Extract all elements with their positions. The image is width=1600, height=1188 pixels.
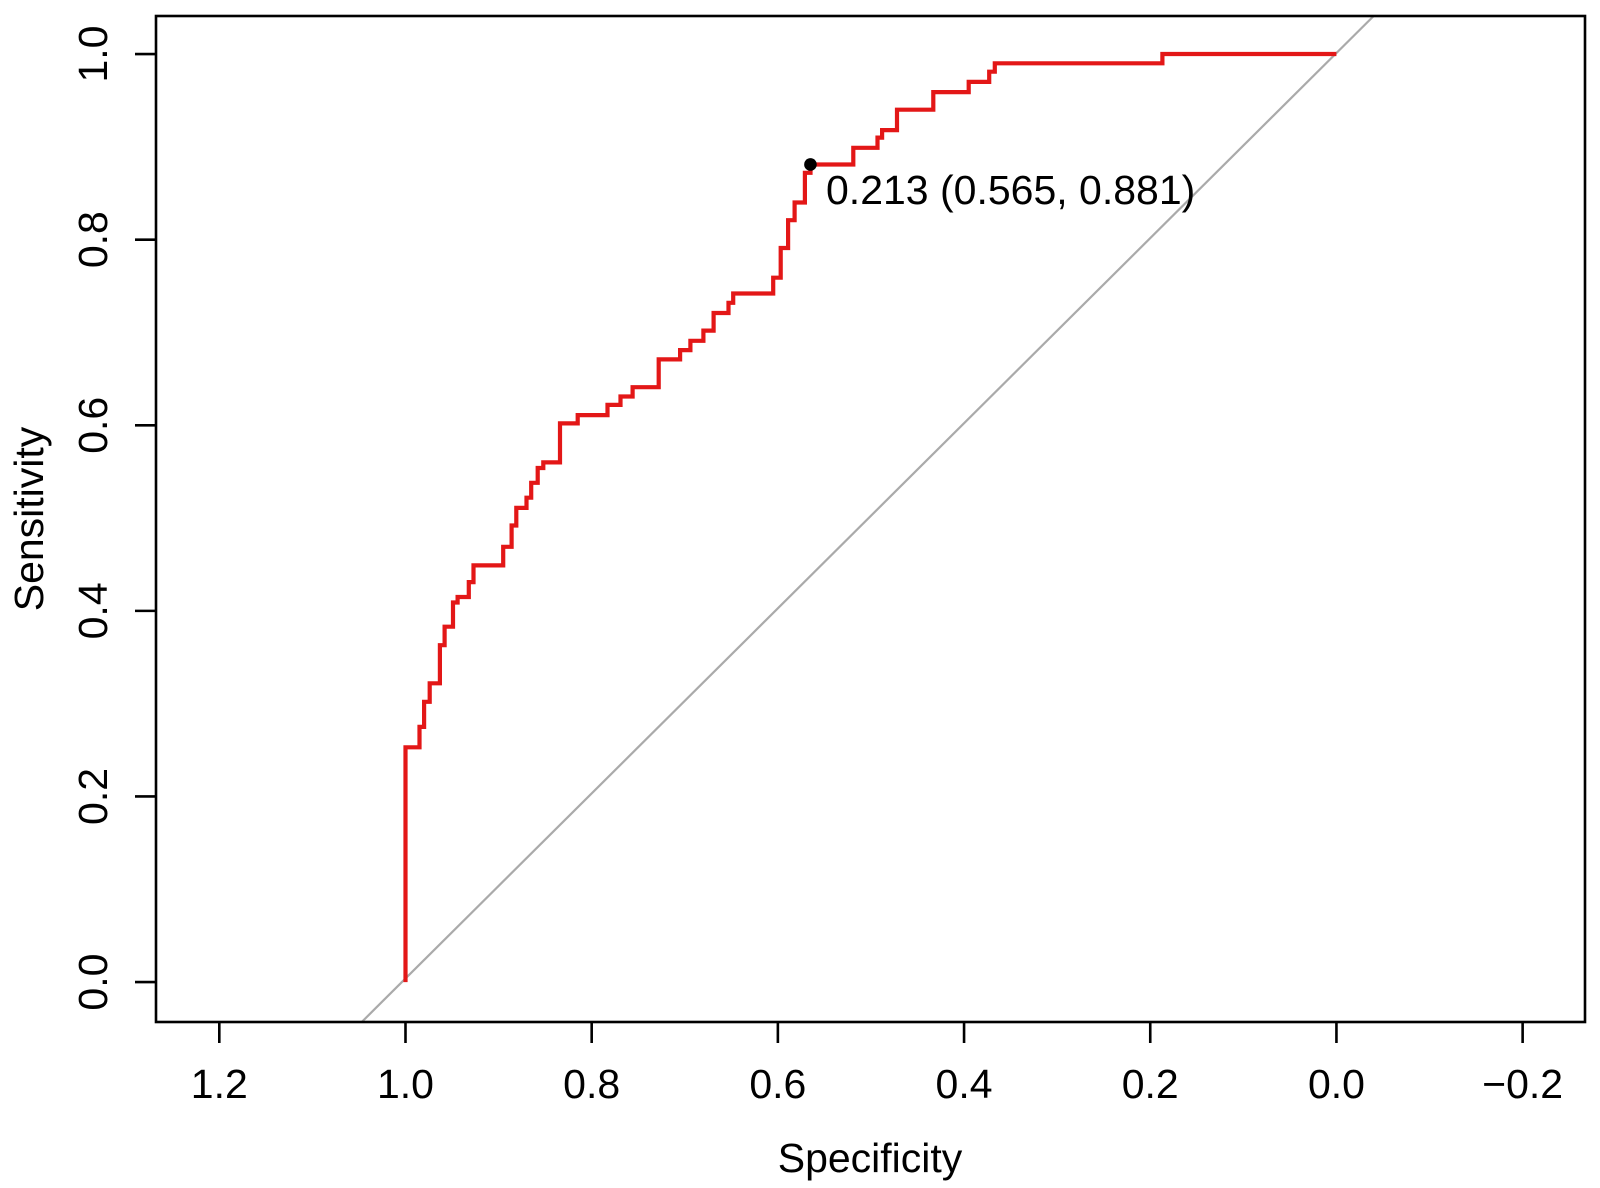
x-tick-label: 0.0 bbox=[1308, 1061, 1365, 1107]
x-tick-label: −0.2 bbox=[1482, 1061, 1563, 1107]
x-tick-label: 0.4 bbox=[936, 1061, 993, 1107]
y-tick-label: 0.6 bbox=[70, 397, 116, 454]
y-tick-label: 0.8 bbox=[70, 211, 116, 268]
threshold-label: 0.213 (0.565, 0.881) bbox=[826, 167, 1195, 213]
threshold-point bbox=[804, 158, 817, 171]
x-tick-label: 0.8 bbox=[563, 1061, 620, 1107]
x-tick-label: 1.2 bbox=[191, 1061, 248, 1107]
chance-line bbox=[360, 15, 1375, 1023]
plot-box bbox=[154, 14, 1587, 1024]
y-tick-label: 0.2 bbox=[70, 768, 116, 825]
chart-layer: 1.2 1.0 0.8 0.6 0.4 0.2 0.0 −0.2 0.0 0.2 0.4 0.6 0.8… bbox=[70, 14, 1587, 1107]
x-axis-title: Specificity bbox=[778, 1135, 963, 1181]
roc-curve bbox=[403, 51, 1337, 983]
x-tick-label: 1.0 bbox=[377, 1061, 434, 1107]
x-tick-label: 0.6 bbox=[749, 1061, 806, 1107]
y-tick-label: 0.0 bbox=[70, 954, 116, 1011]
y-tick-label: 1.0 bbox=[70, 26, 116, 83]
x-tick-label: 0.2 bbox=[1122, 1061, 1179, 1107]
y-tick-label: 0.4 bbox=[70, 582, 116, 639]
y-axis-title: Sensitivity bbox=[6, 426, 52, 611]
